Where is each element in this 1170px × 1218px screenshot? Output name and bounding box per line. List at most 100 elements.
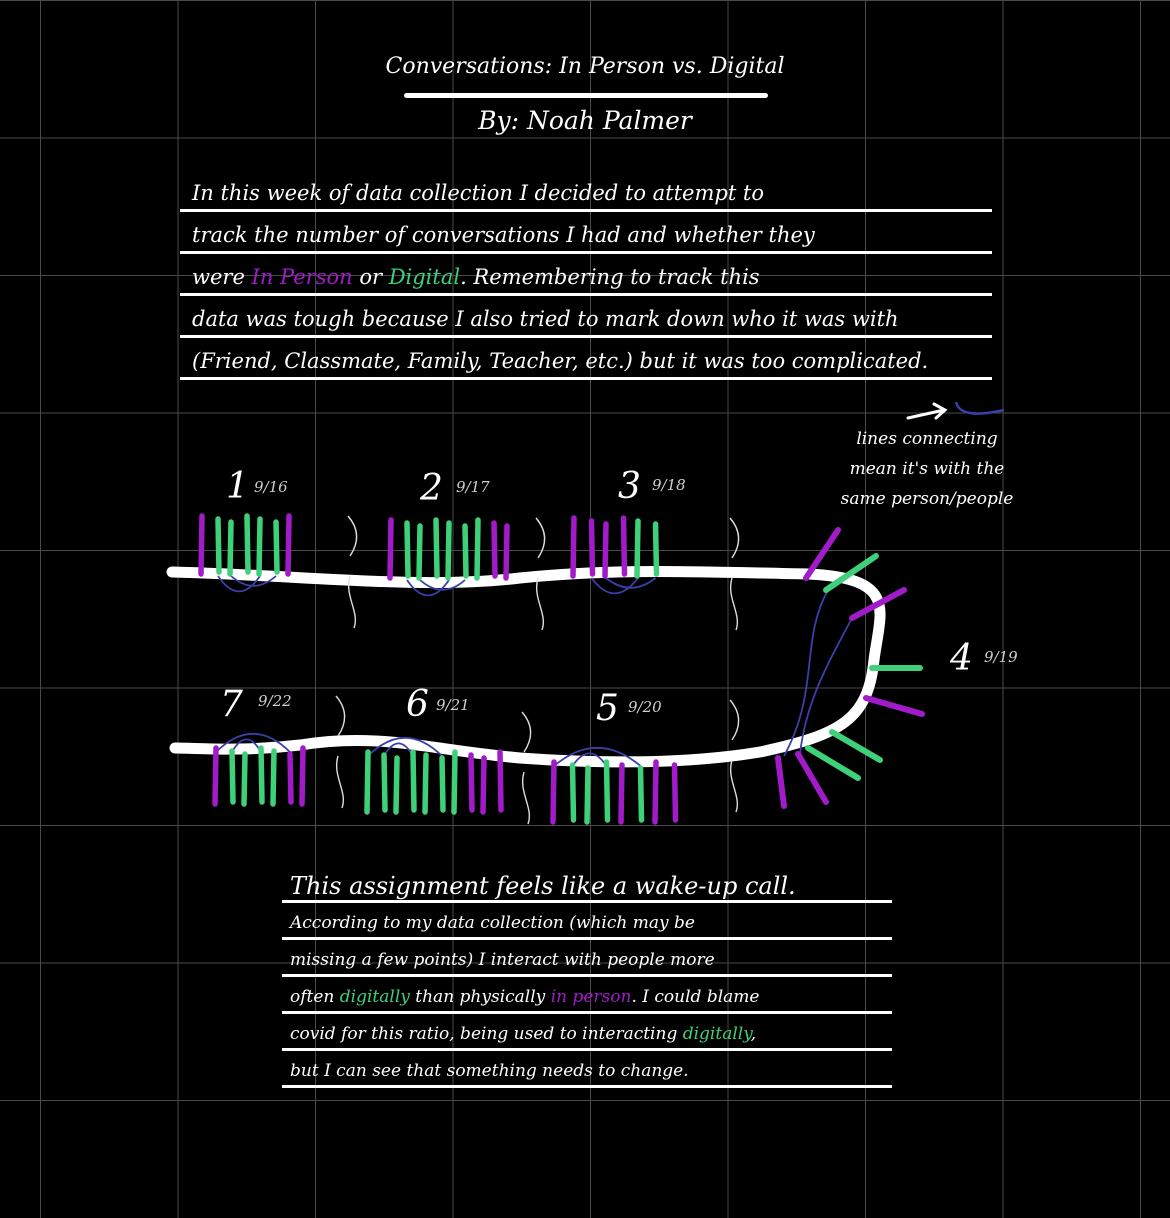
day-number: 7 <box>220 684 243 725</box>
intro-line-3-a: were <box>192 265 252 289</box>
mark-in-person <box>497 749 504 813</box>
mark-digital <box>270 748 277 807</box>
conclusion-line-4-a: often <box>290 987 340 1007</box>
timeline-track <box>166 566 886 768</box>
mark-digital <box>416 523 423 581</box>
mark-digital <box>823 553 879 593</box>
day-separators <box>335 515 740 825</box>
digitally-label: digitally <box>339 987 410 1007</box>
mark-in-person <box>849 587 907 621</box>
mark-in-person <box>198 513 205 577</box>
mark-in-person <box>285 513 292 577</box>
mark-digital <box>805 745 861 781</box>
connector-line <box>215 732 291 753</box>
day-number: 5 <box>596 688 619 729</box>
day-number: 6 <box>406 684 429 725</box>
mark-digital <box>256 516 263 577</box>
mark-in-person <box>570 515 577 579</box>
connector-line <box>571 752 608 767</box>
mark-digital <box>829 729 883 763</box>
mark-in-person <box>671 762 679 823</box>
day-date: 9/21 <box>436 696 470 714</box>
mark-in-person <box>652 759 659 825</box>
day-date: 9/22 <box>258 692 292 710</box>
day-number: 2 <box>419 468 443 509</box>
day-date: 9/20 <box>628 698 662 716</box>
conclusion-line-4: often digitally than physically in perso… <box>282 977 892 1014</box>
mark-digital <box>451 749 458 815</box>
conclusion-line-5: covid for this ratio, being used to inte… <box>282 1014 892 1051</box>
in-person-inline-label: in person <box>550 987 632 1007</box>
mark-in-person <box>468 752 475 813</box>
intro-line-1: In this week of data collection I decide… <box>180 170 992 212</box>
mark-in-person <box>620 515 628 577</box>
day-date: 9/17 <box>456 478 490 496</box>
mark-digital <box>584 765 591 825</box>
connector-line <box>419 579 466 591</box>
intro-paragraph: In this week of data collection I decide… <box>180 170 992 380</box>
connector-legend: lines connecting mean it's with the same… <box>812 424 1042 514</box>
mark-digital <box>603 759 611 823</box>
mark-digital <box>229 748 236 805</box>
connector-line <box>783 589 853 757</box>
day-separator <box>347 515 358 629</box>
intro-line-3-c: . Remembering to track this <box>460 265 760 289</box>
connector-line <box>230 575 277 587</box>
day-separator <box>729 517 740 631</box>
legend-arrow <box>906 401 1005 420</box>
conversation-marks <box>198 513 925 825</box>
mark-digital <box>462 523 469 579</box>
day-separator <box>729 699 740 813</box>
mark-in-person <box>491 520 498 579</box>
mark-digital <box>393 755 400 815</box>
mark-in-person <box>602 521 609 579</box>
mark-digital <box>422 752 429 815</box>
day-number: 3 <box>618 466 641 507</box>
digital-label: Digital <box>388 265 461 289</box>
mark-in-person <box>287 751 294 805</box>
mark-in-person <box>803 527 841 581</box>
connector-line <box>605 577 657 589</box>
mark-digital <box>433 517 440 579</box>
title-underline <box>404 93 768 98</box>
mark-digital <box>474 517 481 581</box>
mark-digital <box>634 518 641 579</box>
conclusion-line-1: This assignment feels like a wake-up cal… <box>282 865 892 903</box>
byline: By: Noah Palmer <box>478 106 692 135</box>
mark-digital <box>364 749 371 815</box>
mark-in-person <box>863 695 925 717</box>
conclusion-line-2: According to my data collection (which m… <box>282 903 892 940</box>
mark-digital <box>637 765 645 823</box>
mark-digital <box>227 519 234 577</box>
day-date: 9/16 <box>254 478 288 496</box>
day-date: 9/19 <box>984 648 1018 666</box>
mark-in-person <box>387 517 394 581</box>
mark-digital <box>244 513 251 575</box>
mark-digital <box>381 752 388 813</box>
legend-line-1: lines connecting <box>856 429 998 449</box>
connector-line <box>217 575 261 593</box>
in-person-label: In Person <box>251 265 353 289</box>
intro-line-3: were In Person or Digital. Remembering t… <box>180 254 992 296</box>
page-title: Conversations: In Person vs. Digital <box>385 54 785 79</box>
day-separator <box>535 517 546 631</box>
day-number: 4 <box>949 638 973 679</box>
conclusion-paragraph: This assignment feels like a wake-up cal… <box>282 865 892 1088</box>
day-separator <box>521 711 532 825</box>
mark-in-person <box>775 755 787 809</box>
mark-digital <box>215 516 222 575</box>
connector-line <box>590 577 639 595</box>
connector-line <box>406 579 450 597</box>
mark-in-person <box>550 759 557 825</box>
intro-line-2: track the number of conversations I had … <box>180 212 992 254</box>
mark-digital <box>569 762 577 823</box>
mark-digital <box>439 755 446 813</box>
mark-in-person <box>588 518 596 577</box>
mark-digital <box>652 521 660 577</box>
conclusion-line-4-b: than physically <box>409 987 551 1007</box>
day-labels: 1 9/16 2 9/17 3 9/18 4 9/19 5 9/20 6 9/21 7 9/22 <box>220 466 1018 729</box>
day-number: 1 <box>226 466 249 507</box>
mark-digital <box>445 520 452 581</box>
mark-digital <box>404 520 411 579</box>
